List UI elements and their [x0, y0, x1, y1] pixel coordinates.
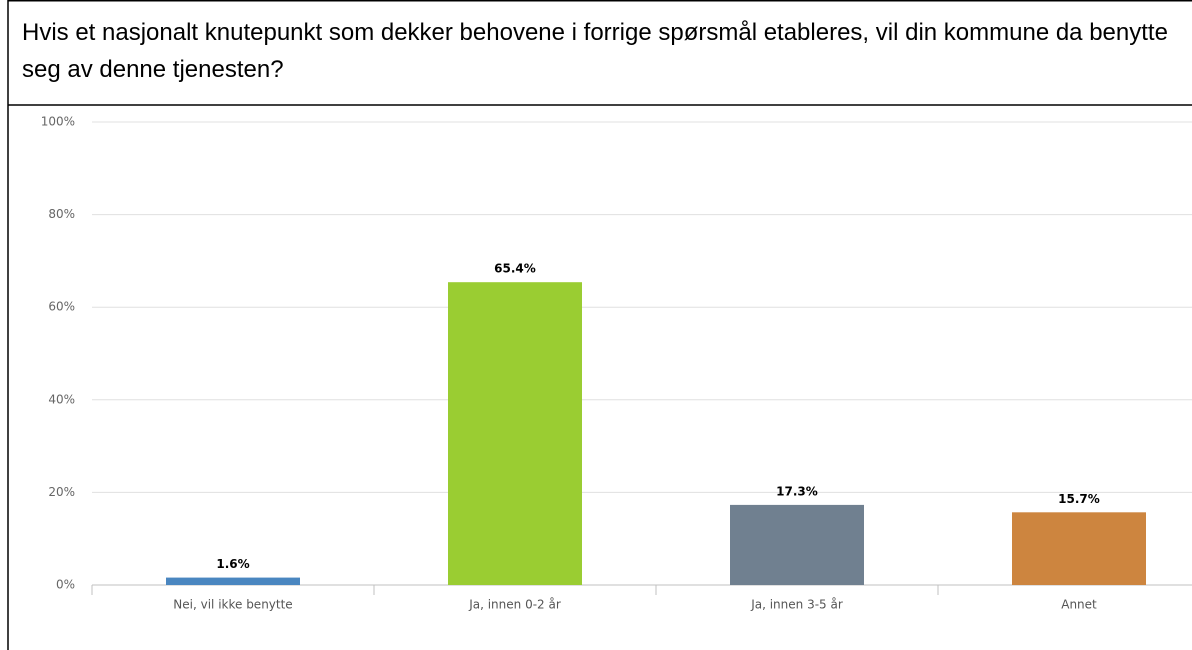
value-label: 17.3% — [776, 484, 818, 498]
bar — [1012, 512, 1146, 585]
y-tick-label: 20% — [48, 485, 75, 499]
bar — [448, 282, 582, 585]
y-tick-label: 0% — [56, 578, 75, 592]
value-label: 65.4% — [494, 262, 536, 276]
x-tick-label: Ja, innen 0-2 år — [468, 598, 561, 612]
y-tick-label: 80% — [48, 207, 75, 221]
bar — [166, 577, 300, 585]
y-tick-label: 40% — [48, 392, 75, 406]
y-tick-label: 100% — [41, 115, 75, 129]
x-tick-label: Nei, vil ikke benytte — [173, 598, 292, 612]
chart-title: Hvis et nasjonalt knutepunkt som dekker … — [22, 19, 1168, 83]
value-label: 1.6% — [216, 557, 249, 571]
value-label: 15.7% — [1058, 492, 1100, 506]
bar — [730, 504, 864, 585]
x-tick-label: Ja, innen 3-5 år — [750, 598, 843, 612]
y-tick-label: 60% — [48, 300, 75, 314]
x-tick-label: Annet — [1061, 598, 1097, 612]
